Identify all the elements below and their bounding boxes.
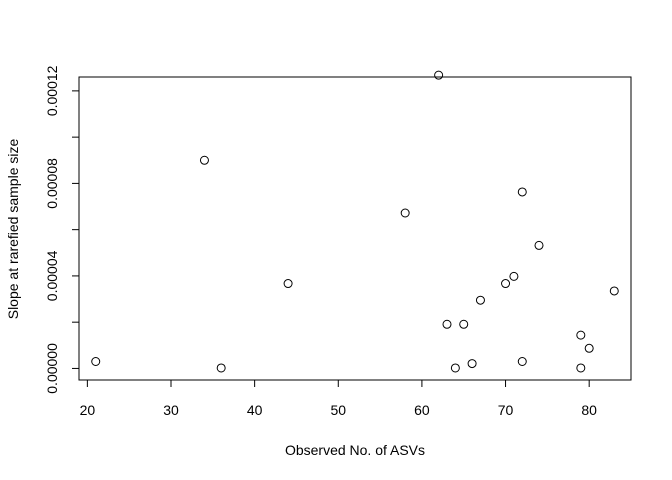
data-point [475, 295, 485, 305]
data-point [434, 70, 444, 80]
data-point [609, 286, 619, 296]
data-point [450, 363, 460, 373]
data-point [584, 343, 594, 353]
data-points [91, 70, 619, 373]
data-point [91, 356, 101, 366]
data-point [501, 279, 511, 289]
y-tick-label: 0.00000 [44, 343, 60, 394]
x-tick-label: 30 [163, 402, 179, 418]
y-tick-label: 0.00004 [44, 250, 60, 301]
data-point [400, 208, 410, 218]
y-axis-label: Slope at rarefied sample size [5, 139, 21, 320]
x-tick-label: 60 [414, 402, 430, 418]
data-point [576, 330, 586, 340]
x-tick-label: 20 [80, 402, 96, 418]
x-tick-label: 40 [247, 402, 263, 418]
data-point [534, 240, 544, 250]
data-point [576, 363, 586, 373]
y-tick-label: 0.00008 [44, 158, 60, 209]
data-point [442, 319, 452, 329]
data-point [517, 187, 527, 197]
x-axis-label: Observed No. of ASVs [285, 442, 425, 458]
plot-frame [78, 76, 632, 381]
data-point [509, 271, 519, 281]
data-point [459, 319, 469, 329]
data-point [283, 279, 293, 289]
data-point [216, 363, 226, 373]
x-tick-label: 70 [498, 402, 514, 418]
x-tick-label: 80 [581, 402, 597, 418]
data-point [199, 155, 209, 165]
x-axis: 20 30 40 50 60 70 80 [80, 379, 597, 418]
y-axis: 0.00000 0.00004 0.00008 0.00012 [44, 65, 80, 394]
x-tick-label: 50 [330, 402, 346, 418]
data-point [467, 359, 477, 369]
y-tick-label: 0.00012 [44, 65, 60, 116]
data-point [517, 356, 527, 366]
